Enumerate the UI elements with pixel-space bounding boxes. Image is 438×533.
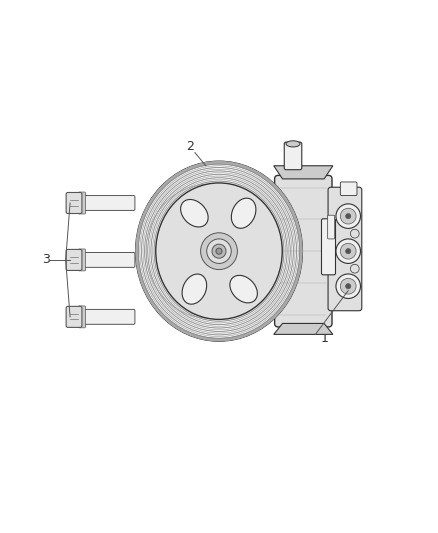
FancyBboxPatch shape xyxy=(328,187,362,311)
FancyBboxPatch shape xyxy=(78,306,85,328)
Circle shape xyxy=(340,243,356,259)
Ellipse shape xyxy=(180,199,208,227)
Text: 2: 2 xyxy=(187,140,194,152)
FancyBboxPatch shape xyxy=(66,249,82,270)
Circle shape xyxy=(336,274,360,298)
Ellipse shape xyxy=(231,198,256,228)
Text: 1: 1 xyxy=(320,332,328,345)
Text: 3: 3 xyxy=(42,253,50,266)
Ellipse shape xyxy=(182,274,207,304)
Circle shape xyxy=(350,229,359,238)
Ellipse shape xyxy=(230,276,258,303)
Circle shape xyxy=(336,239,360,263)
Circle shape xyxy=(201,233,237,270)
Circle shape xyxy=(216,248,222,254)
Circle shape xyxy=(212,244,226,258)
Circle shape xyxy=(340,208,356,224)
FancyBboxPatch shape xyxy=(284,142,302,169)
FancyBboxPatch shape xyxy=(78,249,85,271)
FancyBboxPatch shape xyxy=(328,215,335,239)
Circle shape xyxy=(346,284,351,289)
FancyBboxPatch shape xyxy=(80,253,135,268)
Circle shape xyxy=(346,214,351,219)
FancyBboxPatch shape xyxy=(80,196,135,211)
FancyBboxPatch shape xyxy=(340,182,357,196)
Polygon shape xyxy=(274,166,333,179)
Circle shape xyxy=(346,248,351,254)
FancyBboxPatch shape xyxy=(78,192,85,214)
FancyBboxPatch shape xyxy=(66,192,82,214)
Ellipse shape xyxy=(156,183,282,319)
Circle shape xyxy=(336,204,360,229)
Circle shape xyxy=(207,239,231,263)
Circle shape xyxy=(350,264,359,273)
FancyBboxPatch shape xyxy=(321,219,336,275)
Ellipse shape xyxy=(136,161,302,341)
FancyBboxPatch shape xyxy=(66,306,82,327)
FancyBboxPatch shape xyxy=(275,175,332,327)
FancyBboxPatch shape xyxy=(80,310,135,324)
Polygon shape xyxy=(274,324,333,334)
Circle shape xyxy=(340,278,356,294)
Ellipse shape xyxy=(286,141,300,147)
